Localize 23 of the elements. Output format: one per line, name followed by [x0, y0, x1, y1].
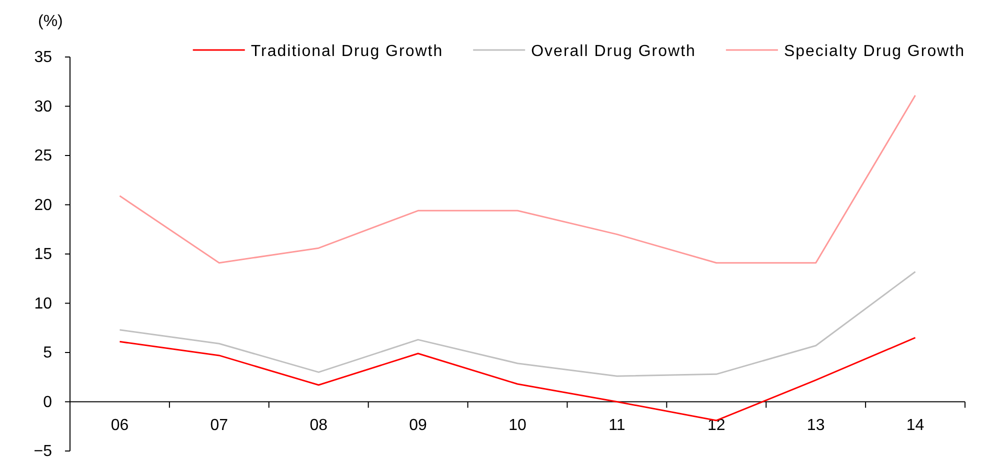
legend-label: Overall Drug Growth — [531, 43, 696, 60]
line-series — [118, 94, 916, 264]
y-tick-label: 30 — [34, 98, 52, 116]
y-tick-label: 20 — [34, 196, 52, 214]
x-tick-label: 07 — [210, 416, 228, 434]
x-tick-label: 13 — [806, 416, 825, 434]
legend-label: Specialty Drug Growth — [784, 43, 965, 60]
y-tick-label: 35 — [34, 49, 52, 66]
x-tick-label: 09 — [409, 416, 428, 434]
y-tick-label: 5 — [43, 344, 52, 362]
x-tick-label: 11 — [608, 416, 626, 434]
y-tick-label: 0 — [43, 394, 52, 411]
x-tick-label: 08 — [310, 416, 328, 434]
legend-label: Traditional Drug Growth — [250, 43, 444, 60]
x-tick-label: 10 — [508, 416, 526, 434]
x-tick-label: 06 — [110, 416, 129, 434]
y-tick-label: −5 — [34, 443, 52, 459]
line-series — [118, 270, 916, 377]
y-tick-label: 25 — [34, 148, 52, 165]
x-tick-label: 14 — [906, 416, 924, 434]
y-tick-label: 15 — [34, 246, 52, 264]
y-axis-title: (%) — [38, 13, 63, 30]
y-tick-label: 10 — [34, 295, 52, 312]
